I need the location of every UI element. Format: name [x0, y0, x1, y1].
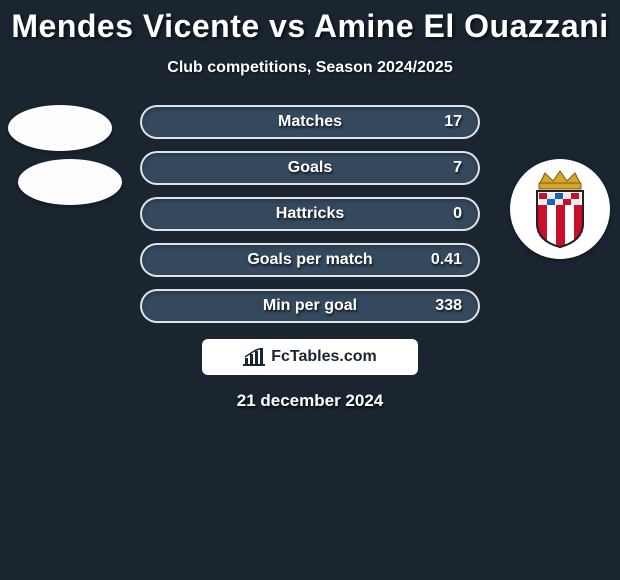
stat-label: Matches [278, 113, 342, 131]
stats-bars: Matches 17 Goals 7 Hattricks 0 Goals per match… [140, 105, 480, 323]
stat-bar: Hattricks 0 [140, 197, 480, 231]
bar-chart-icon [243, 348, 265, 366]
stat-label: Min per goal [263, 297, 357, 315]
stat-row: Hattricks 0 [140, 197, 480, 231]
comparison-body: Matches 17 Goals 7 Hattricks 0 Goals per match… [0, 105, 620, 411]
player-2-avatar [18, 159, 122, 205]
stat-value: 0.41 [431, 251, 462, 269]
stat-row: Min per goal 338 [140, 289, 480, 323]
stat-label: Goals per match [247, 251, 372, 269]
page-title: Mendes Vicente vs Amine El Ouazzani [0, 0, 620, 45]
stat-label: Hattricks [276, 205, 344, 223]
generation-date: 21 december 2024 [20, 391, 600, 411]
brand-text: FcTables.com [271, 348, 377, 366]
stat-bar: Goals per match 0.41 [140, 243, 480, 277]
stat-bar: Min per goal 338 [140, 289, 480, 323]
season-subtitle: Club competitions, Season 2024/2025 [0, 59, 620, 77]
stat-value: 338 [435, 297, 462, 315]
stat-row: Matches 17 [140, 105, 480, 139]
stat-value: 17 [444, 113, 462, 131]
brand-badge: FcTables.com [202, 339, 418, 375]
stat-bar: Goals 7 [140, 151, 480, 185]
player-1-avatar [8, 105, 112, 151]
stat-label: Goals [288, 159, 332, 177]
stat-value: 7 [453, 159, 462, 177]
club-badge [510, 159, 610, 259]
club-crest-icon [525, 169, 595, 249]
stat-value: 0 [453, 205, 462, 223]
stat-bar: Matches 17 [140, 105, 480, 139]
stat-row: Goals per match 0.41 [140, 243, 480, 277]
stat-row: Goals 7 [140, 151, 480, 185]
